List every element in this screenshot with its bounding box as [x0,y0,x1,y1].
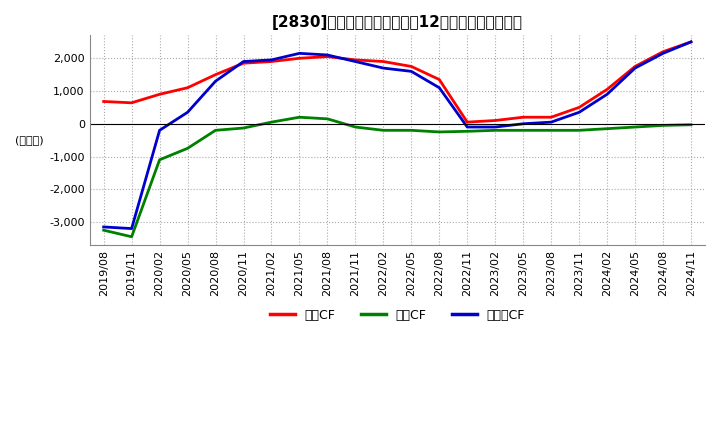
営業CF [267,59,276,64]
フリーCF [351,59,360,64]
フリーCF [295,51,304,56]
営業CF [295,55,304,61]
投資CF [575,128,583,133]
営業CF [463,120,472,125]
フリーCF [659,51,667,56]
営業CF [491,118,500,123]
Line: 営業CF: 営業CF [104,42,691,122]
営業CF [407,64,415,69]
フリーCF [239,59,248,64]
営業CF [127,100,136,106]
投資CF [267,120,276,125]
投資CF [211,128,220,133]
フリーCF [435,85,444,90]
Title: [2830]　キャッシュフローの12か月移動合計の推移: [2830] キャッシュフローの12か月移動合計の推移 [272,15,523,30]
営業CF [659,49,667,55]
営業CF [575,105,583,110]
フリーCF [323,52,332,58]
投資CF [631,125,639,130]
投資CF [435,129,444,135]
投資CF [379,128,387,133]
営業CF [323,54,332,59]
営業CF [435,77,444,82]
投資CF [659,123,667,128]
投資CF [519,128,528,133]
フリーCF [127,226,136,231]
営業CF [351,57,360,62]
Legend: 営業CF, 投資CF, フリーCF: 営業CF, 投資CF, フリーCF [265,304,530,327]
投資CF [603,126,611,131]
営業CF [239,61,248,66]
投資CF [127,234,136,239]
営業CF [156,92,164,97]
フリーCF [547,120,556,125]
フリーCF [463,125,472,130]
Line: フリーCF: フリーCF [104,42,691,228]
投資CF [184,146,192,151]
営業CF [687,39,696,44]
フリーCF [575,110,583,115]
投資CF [295,114,304,120]
Y-axis label: (百万円): (百万円) [15,135,44,145]
フリーCF [156,128,164,133]
営業CF [379,59,387,64]
フリーCF [407,69,415,74]
投資CF [156,157,164,162]
投資CF [351,125,360,130]
フリーCF [687,39,696,44]
営業CF [603,87,611,92]
フリーCF [184,110,192,115]
投資CF [547,128,556,133]
フリーCF [631,66,639,71]
営業CF [211,72,220,77]
Line: 投資CF: 投資CF [104,117,691,237]
フリーCF [519,121,528,126]
フリーCF [491,125,500,130]
営業CF [519,114,528,120]
フリーCF [211,79,220,84]
フリーCF [379,66,387,71]
営業CF [547,114,556,120]
投資CF [239,125,248,131]
投資CF [407,128,415,133]
フリーCF [267,57,276,62]
営業CF [99,99,108,104]
フリーCF [603,92,611,97]
投資CF [323,116,332,121]
営業CF [184,85,192,90]
フリーCF [99,224,108,230]
投資CF [463,128,472,134]
投資CF [687,122,696,128]
営業CF [631,64,639,69]
投資CF [99,227,108,233]
投資CF [491,128,500,133]
